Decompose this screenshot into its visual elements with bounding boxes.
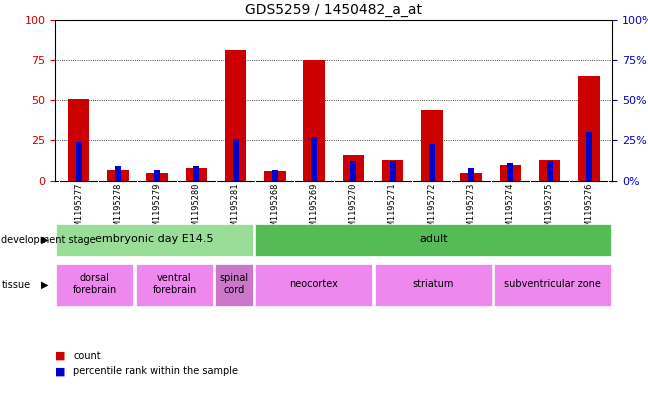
Bar — [547, 162, 553, 181]
Text: embryonic day E14.5: embryonic day E14.5 — [95, 234, 214, 244]
Text: ▶: ▶ — [41, 235, 49, 245]
Text: ■: ■ — [55, 366, 65, 376]
Bar — [264, 171, 286, 181]
Bar — [107, 169, 129, 181]
Text: adult: adult — [419, 234, 448, 244]
Bar — [272, 169, 278, 181]
Text: GSM1195272: GSM1195272 — [427, 183, 436, 235]
Text: GSM1195269: GSM1195269 — [310, 183, 319, 235]
Text: subventricular zone: subventricular zone — [504, 279, 601, 289]
Text: GSM1195270: GSM1195270 — [349, 183, 358, 235]
Text: percentile rank within the sample: percentile rank within the sample — [73, 366, 238, 376]
Text: GSM1195268: GSM1195268 — [270, 183, 279, 235]
Bar — [56, 224, 253, 256]
Bar — [146, 173, 168, 181]
Bar — [351, 162, 356, 181]
Text: count: count — [73, 351, 101, 361]
Bar — [185, 168, 207, 181]
Bar — [343, 155, 364, 181]
Text: GSM1195274: GSM1195274 — [506, 183, 515, 235]
Text: GSM1195273: GSM1195273 — [467, 183, 476, 235]
Text: tissue: tissue — [1, 280, 30, 290]
Bar — [389, 162, 395, 181]
Bar — [494, 264, 611, 306]
Text: spinal
cord: spinal cord — [220, 273, 249, 295]
Bar — [460, 173, 482, 181]
Text: GSM1195279: GSM1195279 — [153, 183, 161, 235]
Bar — [303, 60, 325, 181]
Text: GSM1195271: GSM1195271 — [388, 183, 397, 235]
Bar — [538, 160, 561, 181]
Bar — [233, 139, 238, 181]
Title: GDS5259 / 1450482_a_at: GDS5259 / 1450482_a_at — [245, 3, 422, 17]
Text: dorsal
forebrain: dorsal forebrain — [73, 273, 117, 295]
Bar — [255, 224, 611, 256]
Bar — [500, 165, 521, 181]
Bar — [68, 99, 89, 181]
Bar — [255, 264, 373, 306]
Bar — [586, 132, 592, 181]
Bar — [56, 264, 133, 306]
Text: neocortex: neocortex — [290, 279, 338, 289]
Text: GSM1195278: GSM1195278 — [113, 183, 122, 235]
Bar — [225, 50, 246, 181]
Text: GSM1195275: GSM1195275 — [545, 183, 554, 235]
Bar — [76, 142, 82, 181]
Bar — [216, 264, 253, 306]
Bar — [468, 168, 474, 181]
Text: GSM1195280: GSM1195280 — [192, 183, 201, 235]
Text: GSM1195281: GSM1195281 — [231, 183, 240, 235]
Bar — [311, 137, 317, 181]
Text: ventral
forebrain: ventral forebrain — [152, 273, 196, 295]
Text: GSM1195277: GSM1195277 — [74, 183, 83, 235]
Bar — [193, 166, 200, 181]
Bar — [578, 76, 599, 181]
Bar — [507, 163, 513, 181]
Text: GSM1195276: GSM1195276 — [584, 183, 594, 235]
Text: development stage: development stage — [1, 235, 96, 245]
Bar — [429, 144, 435, 181]
Text: ▶: ▶ — [41, 280, 49, 290]
Bar — [136, 264, 213, 306]
Bar — [154, 169, 160, 181]
Text: ■: ■ — [55, 351, 65, 361]
Bar — [382, 160, 403, 181]
Bar — [375, 264, 492, 306]
Bar — [421, 110, 443, 181]
Text: striatum: striatum — [413, 279, 454, 289]
Bar — [115, 166, 121, 181]
